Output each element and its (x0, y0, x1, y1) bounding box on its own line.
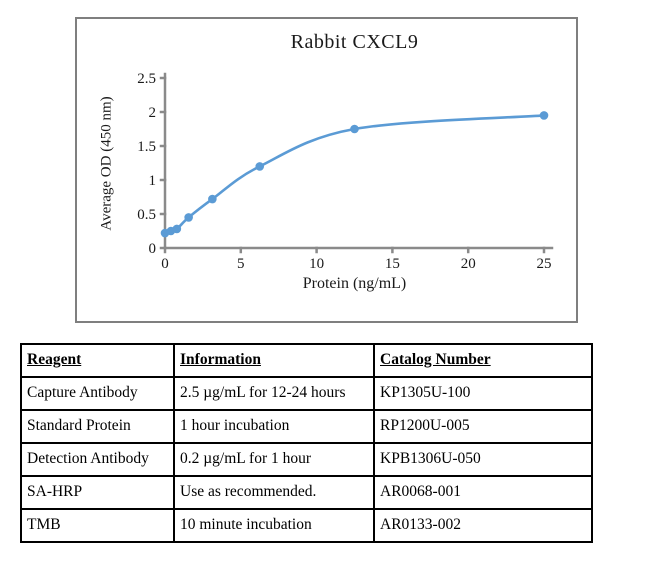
x-tick-label: 15 (385, 256, 400, 272)
data-point-marker (184, 213, 193, 222)
cell-information: 10 minute incubation (173, 508, 375, 543)
data-point-marker (255, 162, 265, 171)
tick-labels: 0 5 10 15 20 25 0 0.5 1 1.5 2 2.5 (137, 71, 551, 272)
data-point-marker (172, 224, 182, 234)
cell-information: 1 hour incubation (173, 409, 375, 444)
header-catalog-number: Catalog Number (373, 343, 593, 378)
table-header-row: Reagent Information Catalog Number (20, 343, 593, 378)
cell-catalog: KPB1306U-050 (373, 442, 593, 477)
header-information: Information (173, 343, 375, 378)
cell-catalog: RP1200U-005 (373, 409, 593, 444)
data-point-marker (539, 111, 549, 120)
y-tick-label: 1.5 (137, 139, 156, 155)
cell-information: 2.5 µg/mL for 12-24 hours (173, 376, 375, 411)
x-tick-label: 10 (309, 256, 324, 272)
y-tick-label: 0 (149, 241, 157, 257)
cell-reagent: Standard Protein (20, 409, 175, 444)
table-row: SA-HRP Use as recommended. AR0068-001 (20, 475, 593, 510)
cell-reagent: SA-HRP (20, 475, 175, 510)
cell-catalog: KP1305U-100 (373, 376, 593, 411)
reagent-table: Reagent Information Catalog Number Captu… (20, 343, 593, 543)
x-tick-label: 0 (161, 256, 169, 272)
table-row: Standard Protein 1 hour incubation RP120… (20, 409, 593, 444)
y-axis-label: Average OD (450 nm) (98, 96, 115, 231)
cell-information: 0.2 µg/mL for 1 hour (173, 442, 375, 477)
cell-reagent: Detection Antibody (20, 442, 175, 477)
cell-catalog: AR0133-002 (373, 508, 593, 543)
data-points (160, 111, 549, 238)
chart-svg: 0 5 10 15 20 25 0 0.5 1 1.5 2 2.5 (137, 71, 554, 272)
table-row: Capture Antibody 2.5 µg/mL for 12-24 hou… (20, 376, 593, 411)
x-axis-label: Protein (ng/mL) (302, 275, 407, 292)
cell-catalog: AR0068-001 (373, 475, 593, 510)
y-tick-label: 2.5 (137, 71, 156, 87)
cell-information: Use as recommended. (173, 475, 375, 510)
cell-reagent: TMB (20, 508, 175, 543)
chart-panel: 0 5 10 15 20 25 0 0.5 1 1.5 2 2.5 Rabbit CXCL9 Aver… (75, 17, 578, 323)
header-reagent: Reagent (20, 343, 175, 378)
y-tick-label: 2 (149, 105, 157, 121)
x-tick-label: 25 (537, 256, 552, 272)
x-tick-label: 20 (461, 256, 476, 272)
y-tick-label: 1 (149, 173, 157, 189)
y-tick-label: 0.5 (137, 207, 156, 223)
table-row: TMB 10 minute incubation AR0133-002 (20, 508, 593, 543)
table-row: Detection Antibody 0.2 µg/mL for 1 hour … (20, 442, 593, 477)
x-tick-label: 5 (237, 256, 245, 272)
cell-reagent: Capture Antibody (20, 376, 175, 411)
chart-title: Rabbit CXCL9 (290, 31, 419, 53)
data-point-marker (208, 194, 217, 204)
axes (159, 72, 554, 254)
data-point-marker (350, 124, 359, 134)
